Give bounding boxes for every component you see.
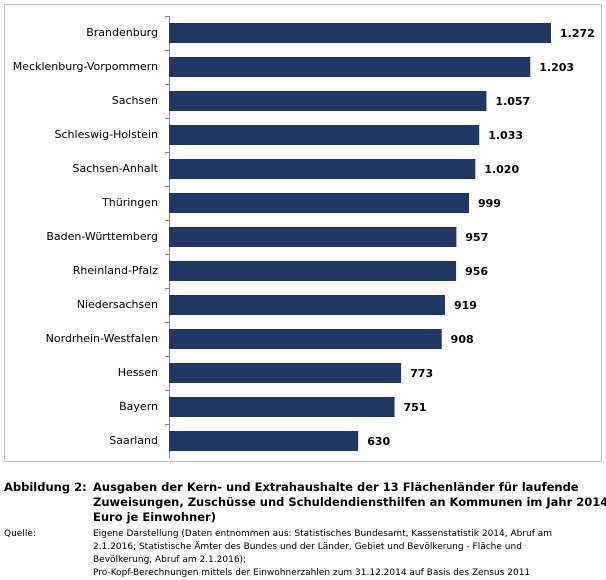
value-label: 1.203 bbox=[539, 61, 574, 74]
bar bbox=[169, 91, 487, 111]
value-label: 956 bbox=[465, 265, 488, 278]
value-label: 919 bbox=[454, 299, 477, 312]
bar bbox=[169, 159, 476, 179]
text-line: Euro je Einwohner) bbox=[93, 510, 216, 524]
caption-label: Abbildung 2: bbox=[4, 480, 87, 494]
bar bbox=[169, 329, 442, 349]
bar bbox=[169, 261, 457, 281]
category-label: Mecklenburg-Vorpommern bbox=[13, 60, 158, 73]
category-label: Brandenburg bbox=[86, 26, 158, 39]
category-label: Baden-Württemberg bbox=[46, 230, 158, 243]
category-label: Saarland bbox=[109, 434, 158, 447]
value-label: 1.272 bbox=[560, 27, 595, 40]
bar bbox=[169, 193, 470, 213]
value-label: 630 bbox=[367, 435, 390, 448]
caption-title: Ausgaben der Kern- und Extrahaushalte de… bbox=[93, 480, 606, 525]
value-label: 908 bbox=[451, 333, 474, 346]
text-line: 2.1.2016; Statistische Ämter des Bundes … bbox=[93, 542, 522, 552]
category-label: Rheinland-Pfalz bbox=[73, 264, 158, 277]
text-line: Ausgaben der Kern- und Extrahaushalte de… bbox=[93, 480, 579, 494]
value-label: 773 bbox=[410, 367, 433, 380]
category-label: Nordrhein-Westfalen bbox=[46, 332, 158, 345]
category-label: Sachsen-Anhalt bbox=[72, 162, 158, 175]
text-line: Eigene Darstellung (Daten entnommen aus:… bbox=[93, 529, 553, 539]
source-label: Quelle: bbox=[4, 529, 36, 539]
value-label: 999 bbox=[478, 197, 501, 210]
bar bbox=[169, 397, 395, 417]
bar bbox=[169, 295, 445, 315]
chart-frame bbox=[4, 4, 602, 462]
category-label: Sachsen bbox=[112, 94, 158, 107]
text-line: Bevölkerung, Abruf am 2.1.2016); bbox=[93, 555, 247, 565]
value-label: 1.057 bbox=[495, 95, 530, 108]
chart: Brandenburg 1.272 Mecklenburg-Vorpommern 1.… bbox=[4, 4, 602, 462]
category-label: Niedersachsen bbox=[77, 298, 158, 311]
category-label: Thüringen bbox=[101, 196, 158, 209]
value-label: 751 bbox=[404, 401, 427, 414]
bar bbox=[169, 431, 359, 451]
bar bbox=[169, 363, 402, 383]
category-label: Schleswig-Holstein bbox=[55, 128, 158, 141]
bar bbox=[169, 57, 531, 77]
text-line: Zuweisungen, Zuschüsse und Schuldendiens… bbox=[93, 495, 606, 509]
value-label: 1.020 bbox=[484, 163, 519, 176]
value-label: 1.033 bbox=[488, 129, 523, 142]
source-text: Eigene Darstellung (Daten entnommen aus:… bbox=[93, 528, 552, 580]
text-line: Pro-Kopf-Berechnungen mittels der Einwoh… bbox=[93, 568, 531, 578]
bar bbox=[169, 227, 457, 247]
bar bbox=[169, 125, 480, 145]
category-label: Bayern bbox=[119, 400, 158, 413]
category-label: Hessen bbox=[118, 366, 158, 379]
value-label: 957 bbox=[465, 231, 488, 244]
bar bbox=[169, 23, 551, 43]
